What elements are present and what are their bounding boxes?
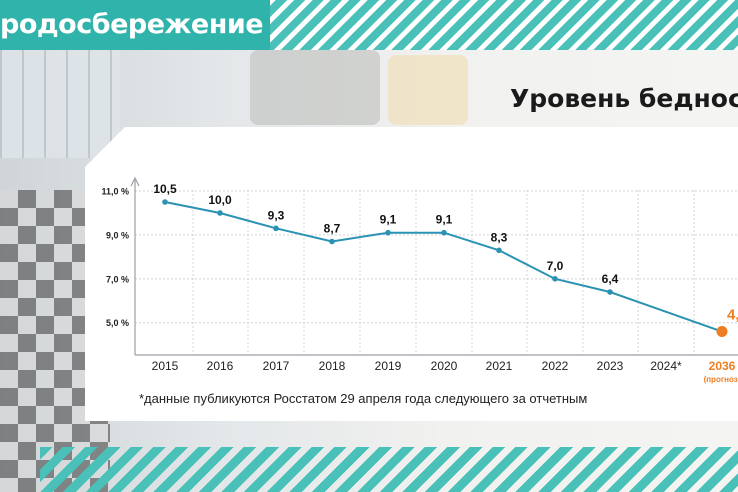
forecast-line — [609, 291, 723, 333]
data-label: 10,5 — [153, 182, 177, 196]
forecast-point — [716, 326, 728, 338]
y-axis-arrow — [130, 176, 140, 187]
x-tick-label: 2024* — [650, 359, 682, 373]
data-point — [329, 238, 335, 245]
x-tick-label: 2023 — [597, 359, 624, 373]
data-label: 9,1 — [380, 213, 397, 227]
data-point — [217, 210, 223, 216]
data-label: 8,7 — [324, 222, 341, 236]
footnote: *данные публикуются Росстатом 29 апреля … — [139, 391, 588, 406]
data-point — [607, 289, 613, 295]
data-point — [385, 229, 391, 236]
background-window — [0, 48, 120, 158]
x-tick-label: 2019 — [375, 359, 402, 373]
data-label: 6,4 — [602, 272, 619, 286]
background-decor-yellow — [388, 55, 468, 125]
data-point — [552, 276, 558, 282]
y-tick-label: 9,0 % — [106, 230, 129, 240]
y-tick-label: 11,0 % — [101, 187, 129, 197]
header-title: родосбережение — [0, 9, 264, 40]
x-tick-label: 2018 — [319, 359, 346, 373]
x-tick-label: 2036 — [709, 359, 736, 373]
data-point — [273, 225, 279, 232]
x-tick-label: 2020 — [431, 359, 458, 373]
data-label: 8,3 — [491, 230, 508, 244]
footer-bar — [40, 447, 738, 492]
data-label: 9,1 — [436, 213, 453, 227]
chart-card — [85, 127, 738, 421]
y-tick-label: 7,0 % — [106, 274, 129, 284]
x-tick-label: 2021 — [486, 359, 513, 373]
data-label: 7,0 — [547, 259, 564, 273]
data-point — [162, 199, 168, 205]
y-tick-label: 5,0 % — [106, 318, 129, 328]
data-label: 9,3 — [268, 208, 285, 222]
chart-title: Уровень бедност — [510, 84, 738, 113]
data-point — [441, 229, 447, 236]
header-bar: родосбережение — [0, 0, 738, 50]
background-decor — [250, 50, 380, 125]
x-tick-label: 2017 — [263, 359, 290, 373]
x-tick-label: 2016 — [207, 359, 234, 373]
data-label: 10,0 — [208, 193, 232, 207]
x-tick-label: 2022 — [542, 359, 569, 373]
forecast-data-label: 4,6% — [727, 307, 738, 324]
header-solid — [0, 0, 270, 50]
x-tick-label: 2015 — [152, 359, 179, 373]
data-point — [496, 247, 502, 254]
forecast-note: (прогноз) — [704, 375, 738, 384]
